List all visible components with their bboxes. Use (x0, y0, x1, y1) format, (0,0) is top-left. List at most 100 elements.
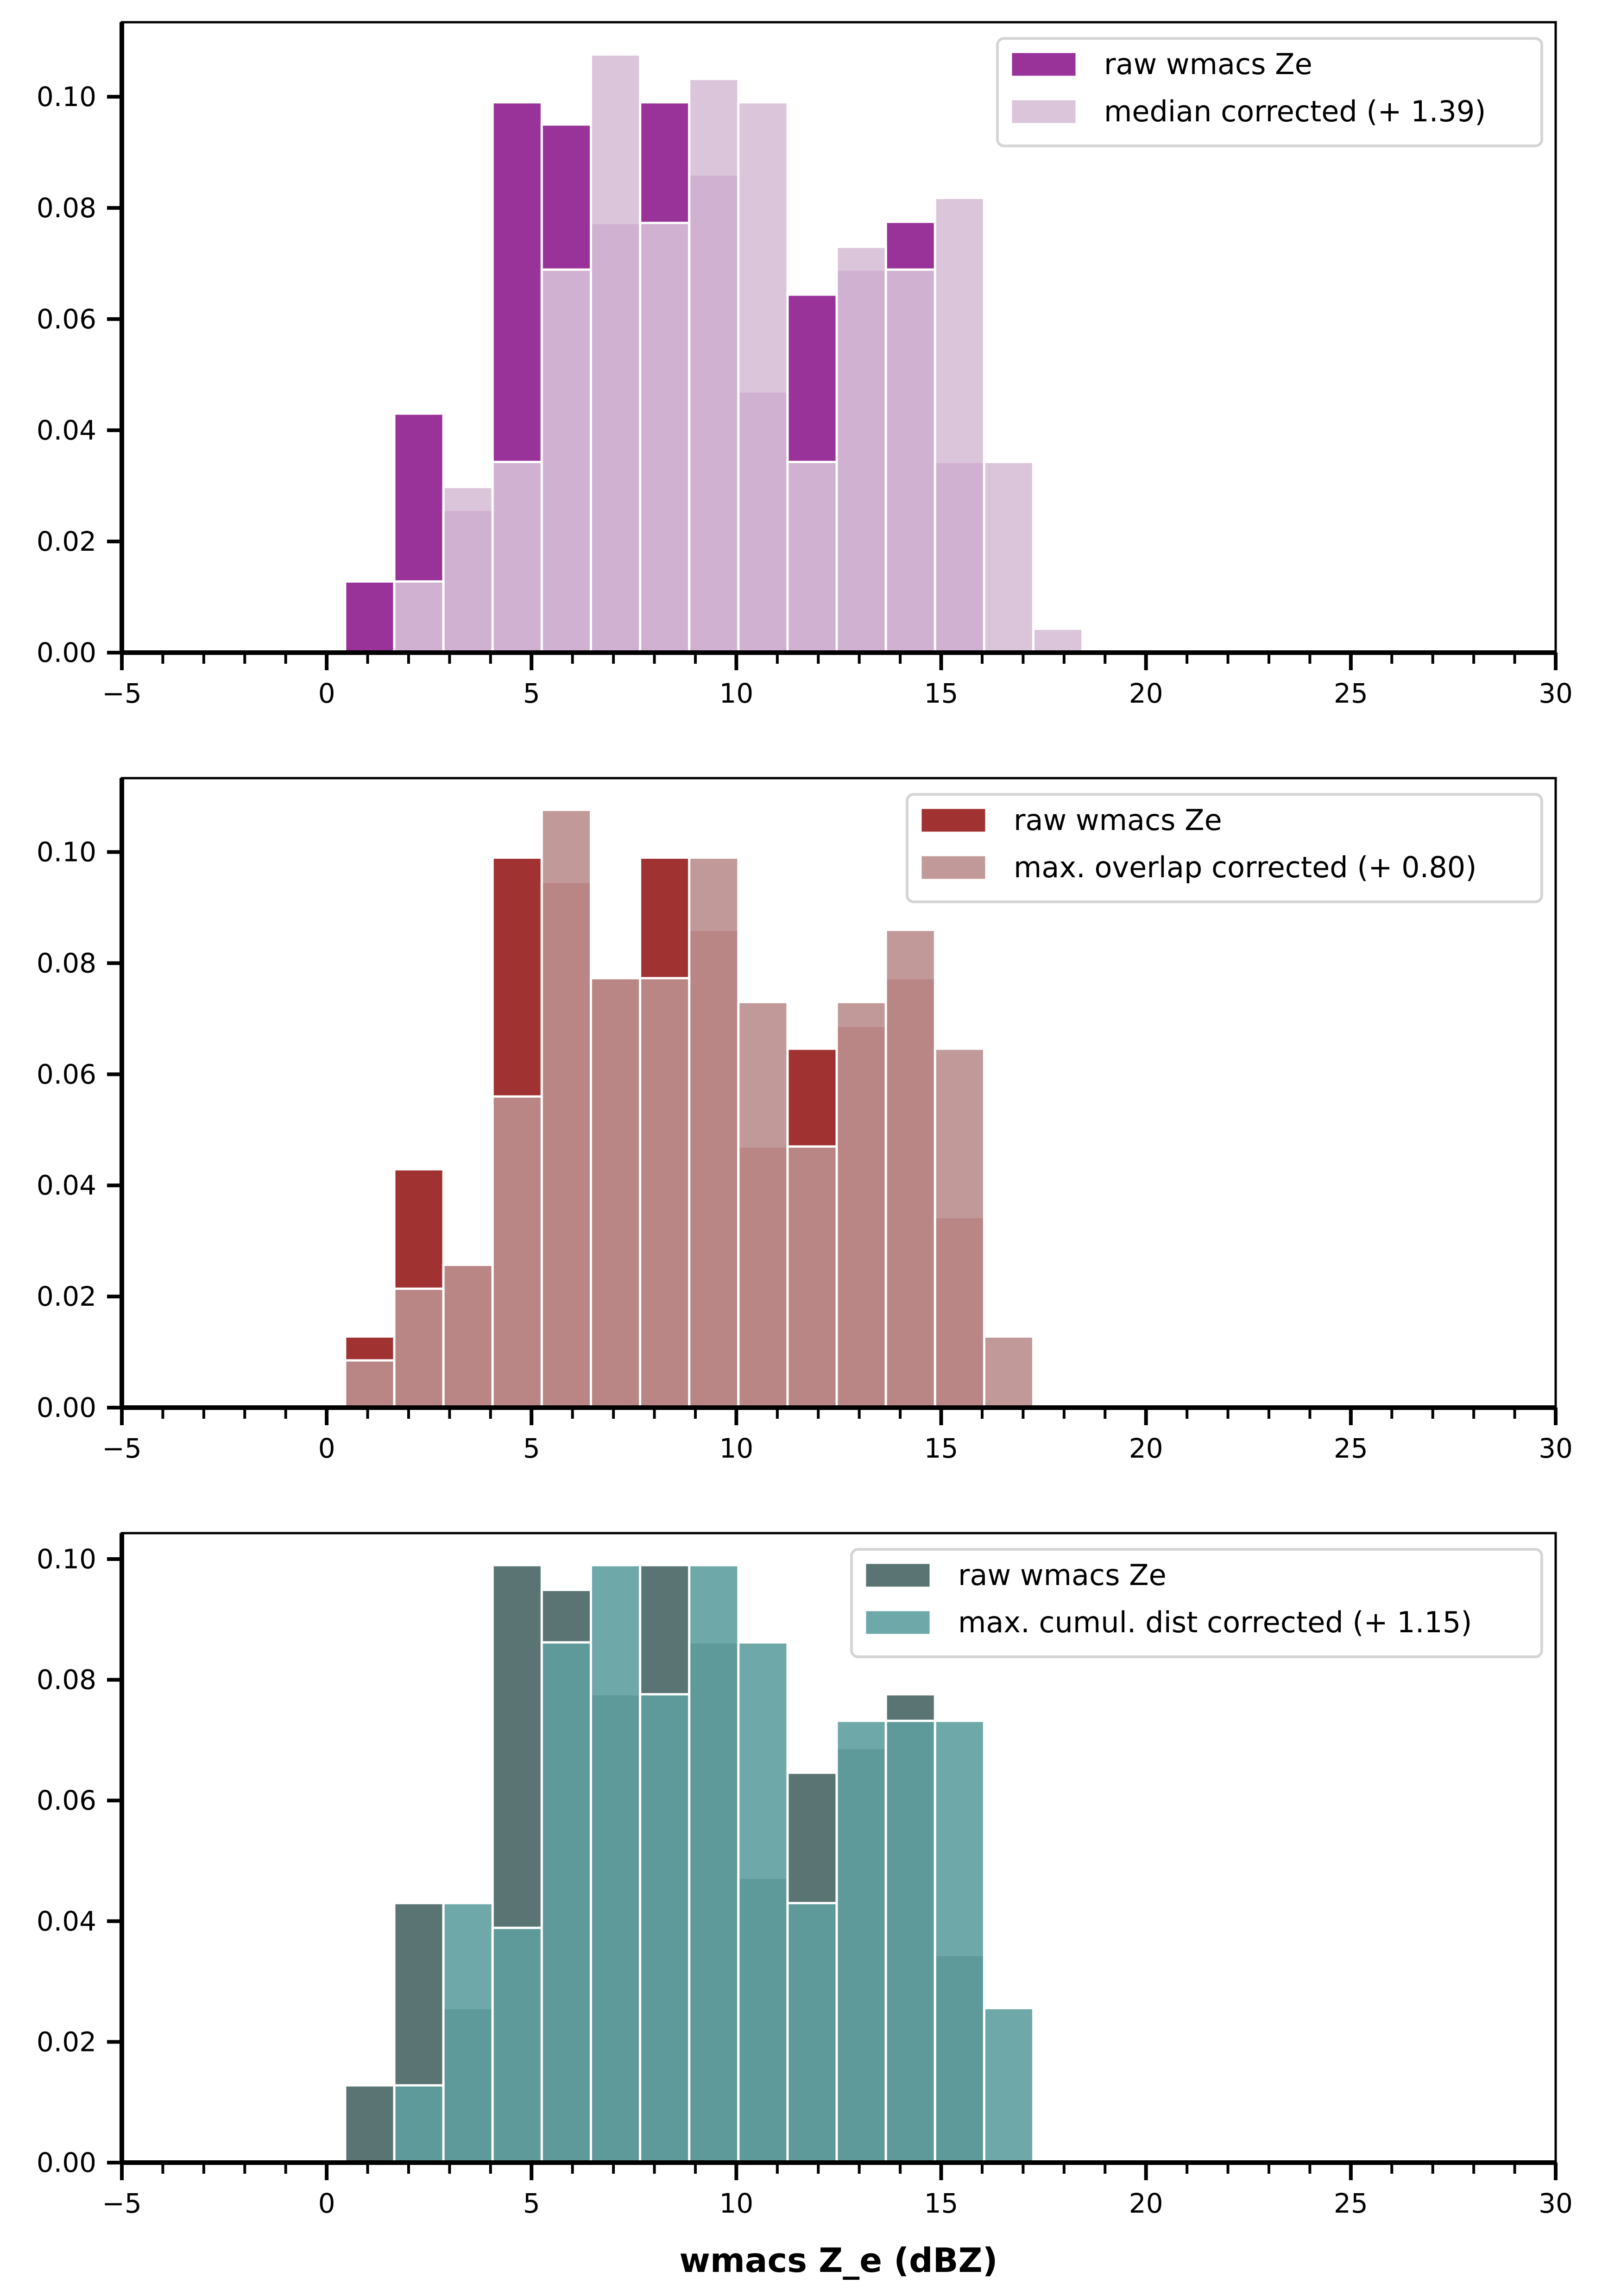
legend-label-corrected: max. overlap corrected (+ 0.80) (1014, 850, 1476, 884)
x-tick-label: 10 (719, 678, 754, 709)
histogram-bar-corrected (442, 1902, 494, 2164)
legend: raw wmacs Ze max. cumul. dist corrected (… (850, 1548, 1543, 1658)
y-tick-label: 0.08 (37, 1664, 96, 1696)
y-tick-label: 0.10 (37, 1543, 96, 1575)
x-tick-label: −5 (102, 678, 142, 709)
histogram-bar-corrected (393, 580, 445, 654)
histogram-bar-corrected (1032, 627, 1084, 654)
histogram-panel-max-overlap: 0.00 0.02 0.04 0.06 0.08 0.10 −5 0 5 10 15 20 25 30 ra… (37, 777, 1573, 1464)
histogram-bar-corrected (491, 1095, 543, 1409)
histogram-bar-corrected (590, 53, 642, 654)
y-tick-label: 0.06 (37, 303, 96, 335)
histogram-bar-corrected (835, 1000, 887, 1409)
histogram-bar-corrected (933, 1719, 985, 2164)
histogram-bar-corrected (639, 977, 691, 1409)
histogram-bar-corrected (688, 77, 740, 654)
x-tick-label: 0 (318, 1433, 335, 1464)
histogram-bar-corrected (540, 808, 593, 1409)
histogram-bar-corrected (884, 928, 936, 1409)
x-tick-label: 0 (318, 2188, 335, 2219)
y-tick-label: 0.02 (37, 1281, 96, 1312)
y-tick-label: 0.04 (37, 1170, 96, 1201)
histogram-bar-corrected (590, 1564, 642, 2164)
histogram-bar-corrected (884, 1719, 936, 2164)
y-tick-label: 0.08 (37, 192, 96, 224)
x-tick-label: 25 (1334, 1433, 1368, 1464)
legend: raw wmacs Ze max. overlap corrected (+ 0.… (906, 793, 1543, 903)
x-tick-label: −5 (102, 1433, 142, 1464)
histogram-bar-corrected (835, 245, 887, 654)
y-tick-label: 0.00 (37, 637, 96, 668)
legend-box (906, 793, 1543, 903)
histogram-bar-corrected (786, 460, 838, 654)
histogram-bar-corrected (590, 977, 642, 1409)
legend-swatch-corrected (1010, 99, 1077, 125)
histogram-bar-corrected (933, 196, 985, 654)
x-tick-label: 5 (523, 1433, 540, 1464)
histogram-bar-raw (344, 2084, 396, 2164)
histogram-bar-corrected (983, 1335, 1035, 1409)
x-tick-label: 15 (924, 2188, 959, 2219)
x-tick-label: 20 (1129, 2188, 1163, 2219)
histogram-bar-corrected (491, 1926, 543, 2164)
histogram-bar-corrected (442, 485, 494, 654)
histogram-bar-corrected (983, 2007, 1035, 2164)
legend-label-raw: raw wmacs Ze (958, 1558, 1167, 1592)
histogram-bar-corrected (540, 268, 593, 654)
y-tick-label: 0.04 (37, 1906, 96, 1937)
y-tick-label: 0.00 (37, 1392, 96, 1423)
legend-label-raw: raw wmacs Ze (1104, 47, 1312, 81)
histogram-bar-corrected (442, 1264, 494, 1409)
x-tick-label: 10 (719, 2188, 754, 2219)
legend-swatch-raw (864, 1562, 931, 1588)
histogram-bar-corrected (737, 101, 789, 654)
y-tick-label: 0.02 (37, 526, 96, 557)
histogram-panel-max-cumul-dist: 0.00 0.02 0.04 0.06 0.08 0.10 −5 0 5 10 15 20 25 30 ra… (37, 1532, 1573, 2219)
histogram-bar-corrected (737, 1000, 789, 1409)
x-tick-label: 15 (924, 1433, 959, 1464)
legend-swatch-corrected (864, 1610, 931, 1636)
x-tick-label: −5 (102, 2188, 142, 2219)
y-tick-label: 0.10 (37, 837, 96, 868)
histogram-bar-corrected (933, 1047, 985, 1409)
x-tick-label: 25 (1334, 2188, 1368, 2219)
histogram-panel-median: 0.00 0.02 0.04 0.06 0.08 0.10 −5 0 5 10 15 20 25 30 ra… (37, 21, 1573, 709)
y-tick-label: 0.04 (37, 415, 96, 446)
histogram-bar-corrected (344, 1359, 396, 1409)
x-tick-label: 30 (1539, 678, 1573, 709)
x-tick-label: 5 (523, 2188, 540, 2219)
x-tick-label: 30 (1539, 1433, 1573, 1464)
histogram-bar-corrected (491, 460, 543, 654)
histogram-bar-corrected (688, 1564, 740, 2164)
legend-label-corrected: max. cumul. dist corrected (+ 1.15) (958, 1605, 1472, 1639)
histogram-bar-corrected (983, 460, 1035, 654)
x-tick-label: 15 (924, 678, 959, 709)
histogram-bar-corrected (835, 1719, 887, 2164)
legend-box (850, 1548, 1543, 1658)
y-tick-label: 0.02 (37, 2026, 96, 2057)
histogram-bar-corrected (639, 221, 691, 654)
legend-swatch-raw (1010, 51, 1077, 77)
legend-label-raw: raw wmacs Ze (1014, 803, 1222, 837)
x-tick-label: 0 (318, 678, 335, 709)
y-tick-label: 0.06 (37, 1785, 96, 1816)
legend-box (996, 37, 1543, 147)
histogram-bar-corrected (540, 1641, 593, 2164)
x-tick-label: 25 (1334, 678, 1368, 709)
y-tick-label: 0.00 (37, 2147, 96, 2178)
legend-swatch-raw (920, 807, 987, 833)
histogram-bar-corrected (737, 1641, 789, 2164)
legend: raw wmacs Ze median corrected (+ 1.39) (996, 37, 1543, 147)
legend-swatch-corrected (920, 855, 987, 881)
y-tick-label: 0.10 (37, 81, 96, 113)
histogram-bar-corrected (688, 856, 740, 1409)
histogram-bar-corrected (393, 2084, 445, 2164)
x-tick-label: 5 (523, 678, 540, 709)
x-tick-label: 20 (1129, 1433, 1163, 1464)
histogram-bar-corrected (884, 268, 936, 654)
histogram-bar-corrected (786, 1902, 838, 2164)
histogram-bar-corrected (786, 1145, 838, 1409)
histogram-bar-corrected (393, 1287, 445, 1409)
legend-label-corrected: median corrected (+ 1.39) (1104, 94, 1486, 128)
